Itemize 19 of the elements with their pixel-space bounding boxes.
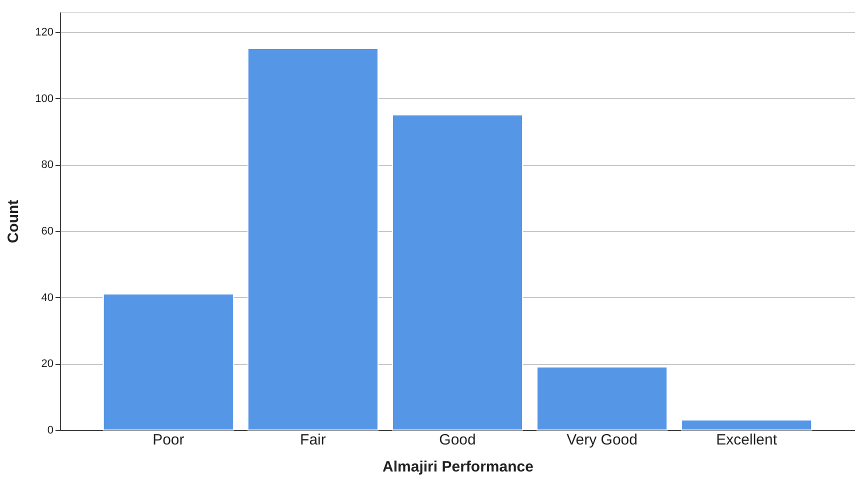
x-tick-label: Excellent <box>716 432 778 448</box>
y-tick-label: 40 <box>41 292 54 304</box>
y-tick-label: 100 <box>35 92 54 105</box>
y-tick-label: 20 <box>41 358 54 370</box>
y-tick-label: 60 <box>41 225 54 238</box>
bar <box>392 114 524 430</box>
x-tick-label: Very Good <box>566 432 638 448</box>
bar <box>102 293 234 430</box>
y-tick-label: 80 <box>41 159 54 172</box>
x-tick-label: Poor <box>152 432 184 448</box>
x-axis-title: Almajiri Performance <box>382 458 534 476</box>
y-axis-title: Count <box>5 200 22 244</box>
x-tick-label: Good <box>439 432 476 448</box>
bar <box>681 420 812 430</box>
bar <box>247 48 378 430</box>
bar <box>536 366 668 430</box>
y-tick-label: 0 <box>47 424 54 436</box>
y-tick-label: 120 <box>35 26 54 38</box>
x-tick-label: Fair <box>300 432 326 448</box>
